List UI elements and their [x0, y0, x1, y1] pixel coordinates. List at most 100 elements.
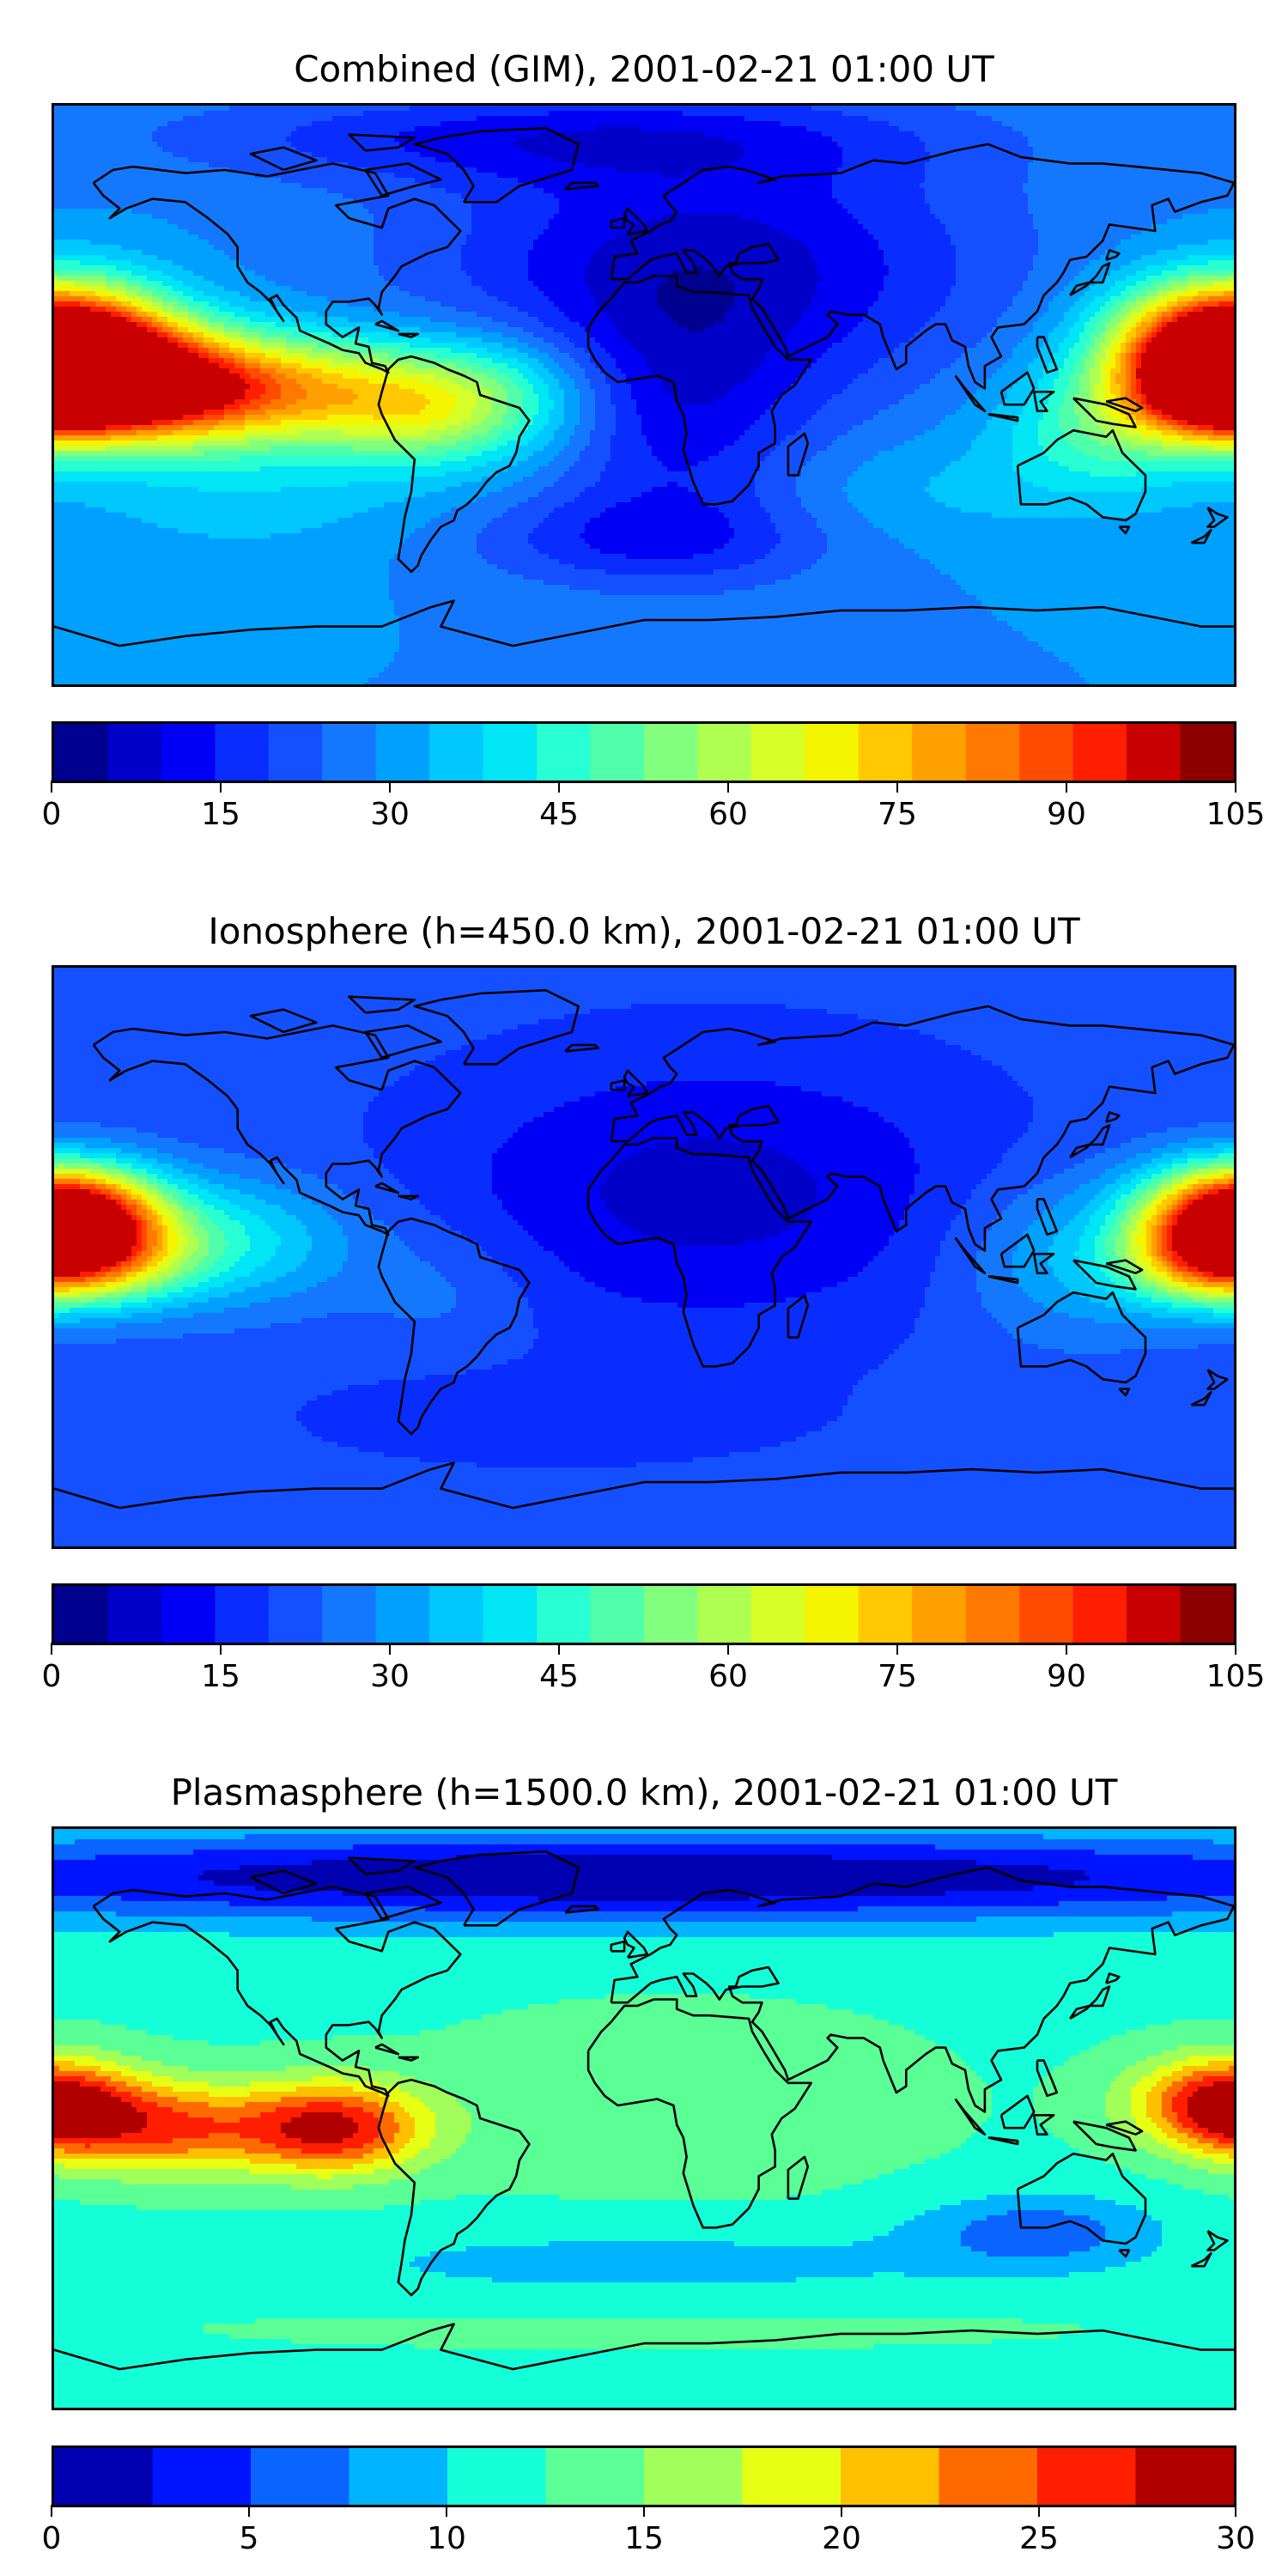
colorbar-swatch-3 [349, 2448, 448, 2505]
combined-tec-map [52, 103, 1236, 687]
coastline-23 [249, 1008, 318, 1034]
colorbar-swatch-3 [215, 1586, 270, 1643]
colorbar-swatch-10 [1037, 2448, 1137, 2505]
coastline-6 [1016, 2152, 1147, 2245]
coastline-4 [586, 1137, 813, 1368]
contour-band-11 [54, 2081, 1234, 2143]
coastline-9 [1190, 1390, 1212, 1406]
coastline-1 [377, 355, 531, 574]
plasmasphere-colorbar-svg [54, 2448, 1234, 2505]
colorbar-swatch-19 [1072, 1586, 1127, 1643]
coastline-21 [54, 1461, 1234, 1510]
contour-band-1 [600, 1138, 817, 1246]
coastline-10 [1069, 1124, 1111, 1159]
coastline-26 [398, 1194, 420, 1200]
coastline-0 [92, 162, 462, 374]
combined-tick-label: 0 [41, 797, 62, 832]
colorbar-swatch-14 [805, 1586, 860, 1643]
contour-band-3 [54, 1829, 1234, 2282]
coastline-21 [54, 599, 1234, 647]
coastline-6 [1016, 428, 1147, 522]
combined-tick-label: 60 [708, 797, 748, 832]
ionosphere-colorbar-svg [54, 1586, 1234, 1643]
colorbar-swatch-17 [965, 1586, 1020, 1643]
coastline-16 [987, 413, 1019, 422]
coastline-3 [610, 143, 1234, 390]
colorbar-swatch-2 [161, 724, 216, 781]
contour-band-5 [54, 1122, 1234, 1354]
coastline-27 [1105, 1259, 1144, 1275]
ionosphere-tick-label: 60 [708, 1659, 748, 1694]
coastline-26 [398, 2056, 420, 2062]
plasmasphere-map-svg [54, 1829, 1234, 2408]
coastline-17 [999, 1233, 1036, 1268]
contour-band-5 [54, 106, 1234, 684]
coastline-23 [249, 1869, 318, 1895]
coastline-21 [54, 2323, 1234, 2371]
ionosphere-tick-label: 45 [539, 1659, 579, 1694]
colorbar-swatch-21 [1180, 724, 1234, 781]
colorbar-swatch-5 [545, 2448, 645, 2505]
coastline-18 [1032, 1252, 1055, 1275]
coastline-13 [623, 207, 649, 236]
contour-band-9 [54, 2066, 1234, 2159]
combined-tick-label: 45 [539, 797, 579, 832]
colorbar-swatch-17 [965, 724, 1020, 781]
coastline-17 [999, 2094, 1036, 2129]
colorbar-swatch-19 [1072, 724, 1127, 781]
coastline-14 [564, 1905, 599, 1914]
ionosphere-tick-label: 90 [1047, 1659, 1086, 1694]
colorbar-swatch-20 [1127, 1586, 1182, 1643]
colorbar-swatch-1 [107, 1586, 162, 1643]
colorbar-swatch-12 [697, 1586, 752, 1643]
coastline-19 [1072, 397, 1137, 428]
contour-band-4 [54, 968, 1234, 1546]
coastline-7 [1118, 1388, 1131, 1397]
coastline-4 [586, 1998, 813, 2229]
coastline-7 [1118, 2249, 1131, 2258]
combined-colorbar-svg [54, 724, 1234, 781]
plasmasphere-colorbar [52, 2445, 1236, 2507]
colorbar-swatch-5 [322, 724, 377, 781]
colorbar-swatch-21 [1180, 1586, 1234, 1643]
colorbar-swatch-12 [697, 724, 752, 781]
ionosphere-tick-label: 0 [41, 1659, 62, 1694]
contour-band-20 [54, 307, 1234, 430]
coastline-9 [1190, 528, 1212, 544]
coastline-5 [787, 432, 810, 477]
coastline-3 [610, 1866, 1234, 2113]
contour-band-6 [54, 209, 1234, 684]
combined-map-svg [54, 106, 1234, 684]
ionosphere-tick-label: 75 [878, 1659, 917, 1694]
colorbar-swatch-8 [841, 2448, 940, 2505]
colorbar-swatch-3 [215, 724, 270, 781]
coastline-16 [987, 2136, 1019, 2146]
colorbar-swatch-6 [375, 1586, 430, 1643]
colorbar-swatch-13 [750, 724, 805, 781]
contour-band-2 [492, 1081, 920, 1308]
contour-band-7 [54, 1143, 1234, 1323]
contour-band-12 [54, 276, 1234, 451]
plasmasphere-contour-field [54, 1829, 1234, 2408]
plasmasphere-tick-label: 30 [1216, 2521, 1255, 2556]
colorbar-swatch-16 [912, 1586, 967, 1643]
contour-band-6 [54, 1138, 1234, 1328]
colorbar-swatch-20 [1127, 724, 1182, 781]
coastline-18 [1032, 2113, 1055, 2136]
colorbar-swatch-8 [483, 1586, 538, 1643]
combined-tick-label: 90 [1047, 797, 1086, 832]
ionosphere-tec-map [52, 965, 1236, 1549]
colorbar-swatch-15 [858, 724, 913, 781]
coastline-18 [1032, 390, 1055, 413]
plasmasphere-tick-label: 10 [427, 2521, 466, 2556]
colorbar-swatch-2 [251, 2448, 350, 2505]
plasmasphere-tick-label: 5 [239, 2521, 259, 2556]
colorbar-swatch-9 [537, 724, 592, 781]
plasmasphere-tick-label: 15 [624, 2521, 664, 2556]
combined-coastlines [54, 126, 1234, 647]
coastline-25 [374, 319, 400, 332]
colorbar-swatch-1 [152, 2448, 252, 2505]
colorbar-swatch-0 [54, 724, 109, 781]
coastline-24 [348, 133, 416, 152]
